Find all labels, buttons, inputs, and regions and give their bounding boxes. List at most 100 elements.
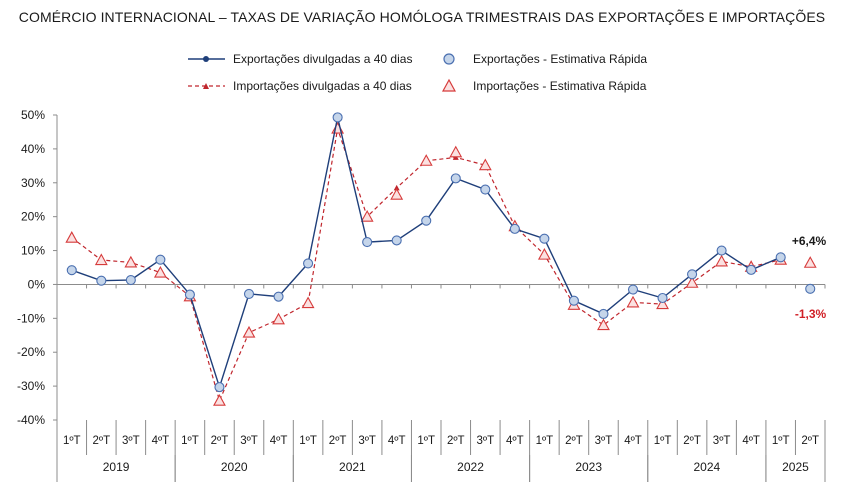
importacoes-estimativa-point	[94, 253, 108, 266]
x-tick-label: 2ºT	[92, 435, 110, 447]
legend-markers	[188, 53, 457, 92]
x-tick-label: 3ºT	[713, 435, 731, 447]
importacoes-estimativa-point	[537, 247, 551, 260]
exportacoes-estimativa-point	[273, 291, 284, 302]
y-tick-label: 50%	[21, 108, 45, 122]
y-tick-label: -40%	[17, 413, 45, 427]
exportacoes-estimativa-point	[627, 284, 639, 295]
exportacoes-estimativa-point	[243, 288, 255, 299]
importacoes-estimativa-point	[242, 325, 256, 338]
y-tick-label: 30%	[21, 176, 45, 190]
exportacoes-estimativa-point	[775, 252, 786, 263]
chart-title: COMÉRCIO INTERNACIONAL – TAXAS DE VARIAÇ…	[18, 9, 826, 25]
year-label: 2023	[575, 460, 602, 474]
exportacoes-estimativa-point	[657, 292, 668, 304]
importacoes-estimativa-point	[419, 154, 433, 166]
legend-imp-est-label: Importações - Estimativa Rápida	[473, 79, 647, 93]
x-tick-label: 1ºT	[772, 435, 790, 447]
x-tick-label: 4ºT	[152, 435, 170, 447]
importacoes-point	[393, 184, 400, 191]
year-label: 2025	[782, 460, 809, 474]
x-tick-label: 4ºT	[506, 435, 524, 447]
exportacoes-estimativa-point	[184, 289, 195, 300]
series-line-importacoes	[71, 128, 781, 403]
exportacoes-estimativa-point	[391, 235, 402, 246]
legend: Exportações divulgadas a 40 dias Exporta…	[0, 0, 844, 100]
y-tick-label: 20%	[21, 210, 45, 224]
exportacoes-estimativa-point	[687, 269, 698, 280]
x-tick-label: 2ºT	[565, 435, 583, 447]
legend-exp-est-label: Exportações - Estimativa Rápida	[473, 52, 648, 66]
exportacoes-estimativa-point	[716, 245, 727, 256]
x-tick-label: 3ºT	[240, 435, 258, 447]
exportacoes-estimativa-point	[214, 382, 225, 393]
importacoes-estimativa-point	[124, 255, 138, 268]
x-tick-label: 3ºT	[122, 435, 140, 447]
year-label: 2021	[339, 460, 366, 474]
exportacoes-estimativa-point	[568, 295, 579, 306]
y-tick-label: 40%	[21, 142, 45, 156]
x-tick-label: 3ºT	[358, 435, 376, 447]
exportacoes-estimativa-point	[96, 275, 107, 286]
exportacoes-estimativa-point	[805, 283, 816, 294]
x-tick-label: 1ºT	[536, 435, 554, 447]
exportacoes-estimativa-point	[155, 254, 166, 265]
importacoes-estimativa-point	[626, 295, 640, 308]
x-tick-label: 2ºT	[683, 435, 701, 447]
x-tick-label: 2ºT	[447, 435, 465, 447]
year-label: 2020	[221, 460, 248, 474]
exportacoes-estimativa-point	[509, 223, 520, 234]
year-label: 2024	[693, 460, 720, 474]
x-tick-label: 1ºT	[299, 435, 317, 447]
importacoes-estimativa-point	[449, 145, 463, 158]
exportacoes-estimativa-point	[421, 215, 432, 226]
legend-imp-est-marker	[441, 78, 457, 92]
x-tick-label: 4ºT	[624, 435, 642, 447]
x-tick-label: 2ºT	[801, 435, 819, 447]
x-tick-label: 3ºT	[595, 435, 613, 447]
x-tick-label: 1ºT	[181, 435, 199, 447]
exportacoes-estimativa-point	[332, 112, 343, 123]
x-tick-label: 1ºT	[654, 435, 672, 447]
x-tick-label: 4ºT	[742, 435, 760, 447]
legend-imp-label: Importações divulgadas a 40 dias	[233, 79, 412, 93]
legend-imp-tri	[203, 83, 209, 89]
x-tick-label: 1ºT	[63, 435, 81, 447]
exportacoes-estimativa-point	[66, 265, 77, 276]
importacoes-estimativa-point	[360, 210, 374, 222]
importacoes-estimativa-point	[390, 187, 404, 200]
exportacoes-estimativa-point	[480, 184, 491, 195]
importacoes-estimativa-point	[65, 231, 79, 243]
x-tick-label: 1ºT	[417, 435, 435, 447]
exportacoes-estimativa-point	[598, 308, 609, 319]
exportacoes-estimativa-point	[125, 274, 136, 286]
legend-exp-label: Exportações divulgadas a 40 dias	[233, 52, 413, 66]
legend-exp-est-marker	[443, 53, 455, 65]
importacoes-estimativa-point	[272, 312, 285, 325]
annotation-importacoes: +6,4%	[792, 234, 827, 248]
y-tick-label: 0%	[28, 277, 46, 291]
importacoes-estimativa-point	[153, 265, 167, 278]
exportacoes-estimativa-point	[746, 264, 757, 275]
annotation-exportacoes: -1,3%	[795, 307, 827, 321]
x-tick-label: 3ºT	[476, 435, 494, 447]
exportacoes-estimativa-point	[539, 233, 550, 244]
importacoes-estimativa-point	[715, 254, 729, 267]
year-label: 2022	[457, 460, 484, 474]
legend-exp-dot	[203, 56, 209, 62]
importacoes-estimativa-point	[478, 158, 492, 171]
y-tick-label: -10%	[17, 311, 45, 325]
importacoes-estimativa-point	[597, 318, 610, 331]
y-tick-label: -30%	[17, 379, 45, 393]
x-tick-label: 2ºT	[329, 435, 347, 447]
importacoes-estimativa-point	[685, 276, 699, 288]
x-tick-label: 4ºT	[270, 435, 288, 447]
y-tick-label: -20%	[17, 345, 45, 359]
y-tick-label: 10%	[21, 244, 45, 258]
x-tick-label: 4ºT	[388, 435, 406, 447]
x-tick-label: 2ºT	[211, 435, 229, 447]
importacoes-estimativa-point	[803, 256, 817, 268]
importacoes-estimativa-point	[301, 296, 315, 309]
exportacoes-estimativa-point	[303, 258, 314, 269]
